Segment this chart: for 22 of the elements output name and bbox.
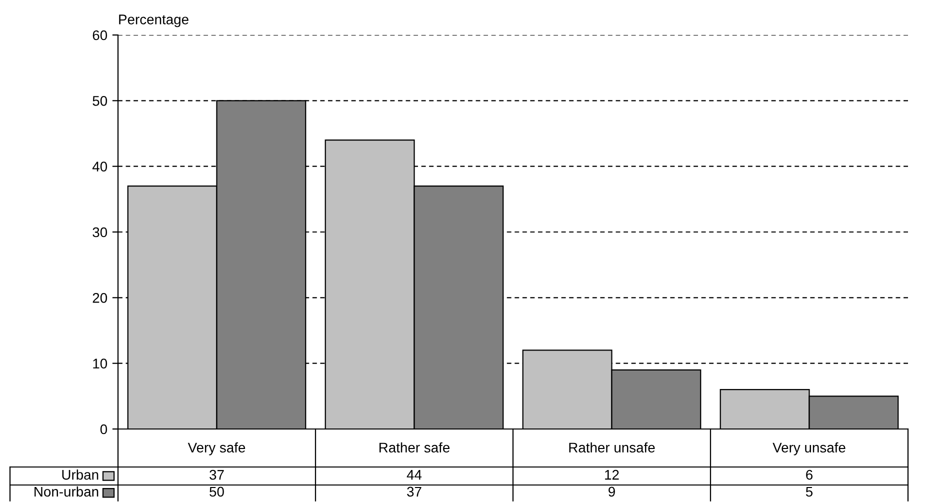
y-tick-label: 10 (93, 358, 108, 369)
legend-label: Non-urban (34, 486, 98, 497)
data-label: 5 (806, 486, 813, 497)
y-tick-label: 40 (92, 162, 108, 172)
y-axis-title: Percentage (119, 14, 188, 28)
data-label: 9 (608, 486, 615, 497)
data-label: 37 (210, 470, 224, 480)
y-tick-label: 60 (92, 30, 108, 40)
x-tick-label: Very safe (188, 442, 246, 456)
y-tick-label: 0 (100, 424, 108, 434)
x-tick-label: Very unsafe (772, 442, 846, 456)
data-label: 37 (407, 486, 422, 497)
y-tick-label: 30 (92, 227, 108, 238)
y-tick-label: 50 (92, 96, 108, 106)
legend-label: Urban (62, 470, 98, 480)
data-label: 6 (806, 470, 812, 480)
x-tick-label: Rather unsafe (569, 442, 655, 453)
data-label: 44 (406, 470, 422, 480)
y-tick-label: 20 (92, 293, 108, 303)
data-label: 50 (210, 486, 224, 497)
data-label: 12 (605, 470, 619, 480)
x-tick-label: Rather safe (379, 442, 450, 453)
